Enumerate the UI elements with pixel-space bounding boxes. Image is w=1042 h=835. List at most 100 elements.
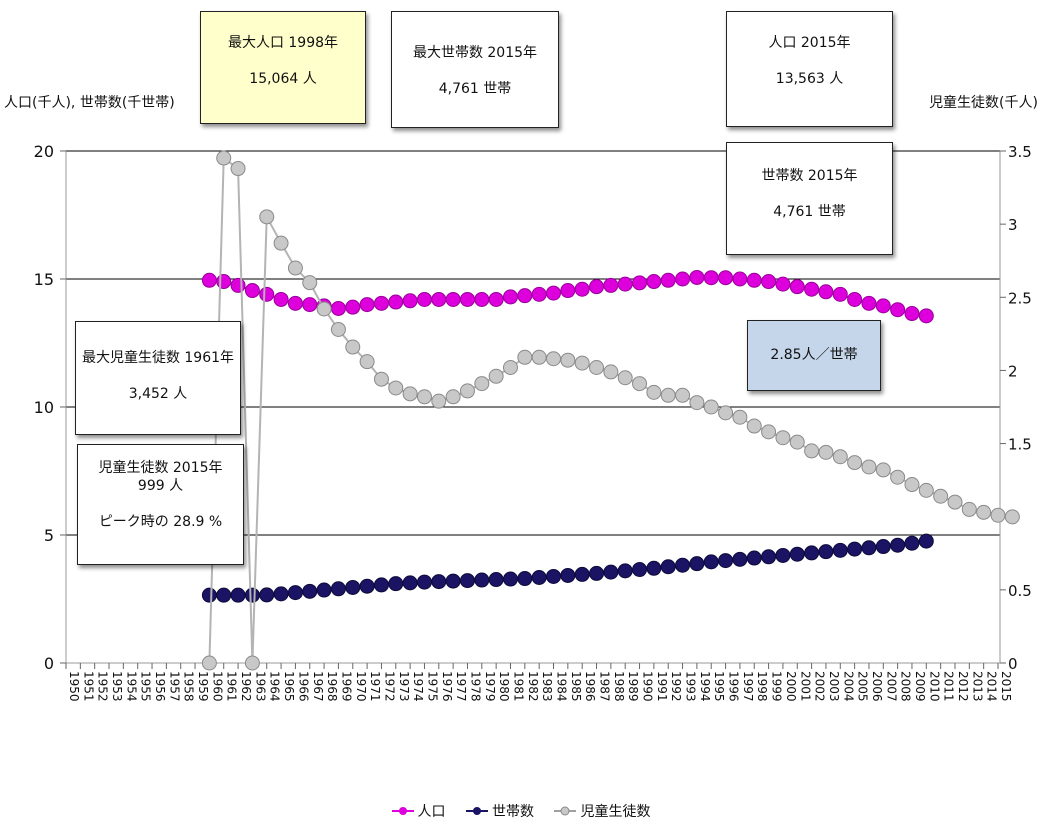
x-tick-label: 1969 [339, 671, 353, 702]
x-tick-label: 1981 [511, 671, 525, 702]
households-point [904, 535, 920, 551]
population-point [373, 295, 389, 311]
households-point [431, 574, 447, 590]
x-tick-label: 1963 [253, 671, 267, 702]
x-tick-label: 1965 [282, 671, 296, 702]
legend: 人口 世帯数 児童生徒数 [0, 801, 1042, 821]
max-students-value: 3,452 人 [128, 386, 188, 403]
population-point [617, 276, 633, 292]
x-tick-label: 1984 [555, 671, 569, 702]
population-point [531, 286, 547, 302]
x-tick-label: 1989 [626, 671, 640, 702]
students-point [875, 462, 891, 478]
max-students-title: 最大児童生徒数 1961年 [81, 350, 235, 366]
population-point [603, 277, 619, 293]
max-households-title: 最大世帯数 2015年 [412, 45, 538, 61]
population-point [832, 286, 848, 302]
x-tick-label: 1958 [182, 671, 196, 702]
students-point [976, 504, 992, 520]
population-point [431, 291, 447, 307]
households-2015-title: 世帯数 2015年 [761, 168, 858, 184]
households-point [775, 547, 791, 563]
max-population-title: 最大人口 1998年 [227, 35, 339, 51]
students-point [316, 301, 332, 317]
students-point [574, 355, 590, 371]
right-tick-label: 0 [1008, 655, 1018, 673]
legend-label-households: 世帯数 [492, 804, 534, 820]
students-point [416, 389, 432, 405]
population-point [660, 272, 676, 288]
students-point [345, 339, 361, 355]
x-tick-label: 1998 [755, 671, 769, 702]
x-tick-label: 1985 [569, 671, 583, 702]
x-tick-label: 1977 [454, 671, 468, 702]
households-point [746, 550, 762, 566]
households-point [345, 579, 361, 595]
students-point [359, 354, 375, 370]
x-tick-label: 2013 [970, 671, 984, 702]
population-point [216, 274, 232, 290]
x-tick-label: 2007 [884, 671, 898, 702]
population-point [287, 295, 303, 311]
x-tick-label: 1960 [210, 671, 224, 702]
x-tick-label: 2006 [870, 671, 884, 702]
max-population-box: 最大人口 1998年 15,064 人 [200, 11, 366, 124]
series-layer [201, 150, 1020, 671]
population-point [560, 283, 576, 299]
students-point [904, 477, 920, 493]
students-point [431, 393, 447, 409]
households-point [632, 562, 648, 578]
households-point [230, 587, 246, 603]
students-point [918, 482, 934, 498]
students-point [259, 209, 275, 225]
legend-item-households: 世帯数 [466, 801, 534, 821]
population-point [818, 284, 834, 300]
households-2015-value: 4,761 世帯 [773, 204, 846, 221]
population-point [230, 277, 246, 293]
students-point [459, 383, 475, 399]
households-point [646, 560, 662, 576]
households-point [517, 571, 533, 587]
population-point [359, 297, 375, 313]
population-point [904, 306, 920, 322]
students-point [789, 434, 805, 450]
households-point [531, 569, 547, 585]
population-point [474, 291, 490, 307]
population-point [402, 293, 418, 309]
households-point [416, 574, 432, 590]
households-point [875, 539, 891, 555]
x-tick-label: 1964 [268, 671, 282, 702]
per-household-box: 2.85人／世帯 [747, 320, 881, 391]
households-point [201, 587, 217, 603]
legend-item-population: 人口 [391, 801, 446, 821]
population-point [761, 274, 777, 290]
students-point [488, 368, 504, 384]
x-tick-label: 1956 [153, 671, 167, 702]
population-2015-value: 13,563 人 [775, 71, 844, 88]
students-point [761, 424, 777, 440]
households-point [488, 572, 504, 588]
x-tick-label: 2010 [927, 671, 941, 702]
students-point [302, 275, 318, 291]
population-point [459, 291, 475, 307]
x-tick-label: 1991 [655, 671, 669, 702]
households-point [302, 583, 318, 599]
max-households-value: 4,761 世帯 [438, 81, 512, 98]
students-point [646, 384, 662, 400]
x-tick-label: 1978 [468, 671, 482, 702]
students-point [947, 494, 963, 510]
left-tick-label: 0 [44, 654, 54, 673]
households-point [603, 564, 619, 580]
x-tick-label: 2003 [827, 671, 841, 702]
households-point [373, 577, 389, 593]
students-point [732, 409, 748, 425]
population-point [589, 279, 605, 295]
right-tick-label: 0.5 [1008, 582, 1032, 600]
students-point [689, 395, 705, 411]
students-point [933, 488, 949, 504]
x-tick-label: 1993 [684, 671, 698, 702]
students-point [517, 349, 533, 365]
population-point [201, 272, 217, 288]
students-point [617, 370, 633, 386]
population-point [302, 297, 318, 313]
